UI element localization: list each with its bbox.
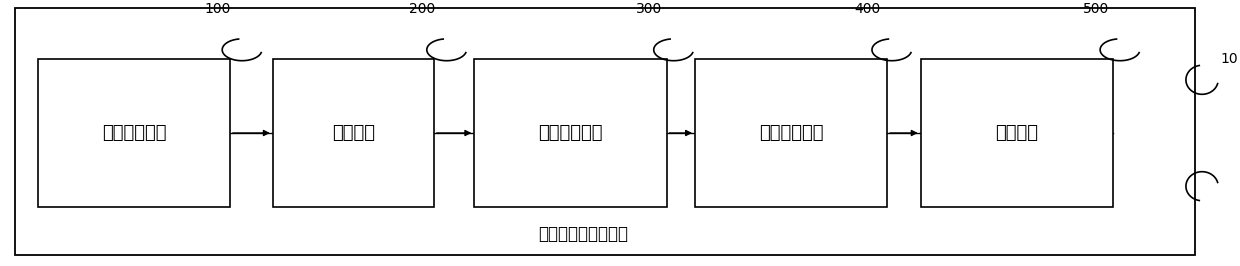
Text: 扭矩终点的检测装置: 扭矩终点的检测装置 — [538, 225, 627, 243]
Bar — [920, 59, 1114, 207]
Text: 200: 200 — [409, 2, 435, 16]
Text: 500: 500 — [1083, 2, 1109, 16]
Bar — [37, 59, 231, 207]
Text: 第三判断模块: 第三判断模块 — [759, 124, 823, 142]
Text: 10: 10 — [1220, 52, 1238, 65]
Text: 300: 300 — [636, 2, 662, 16]
Text: 第一判断模块: 第一判断模块 — [102, 124, 166, 142]
Text: 采集模块: 采集模块 — [332, 124, 374, 142]
Text: 400: 400 — [854, 2, 880, 16]
Bar — [474, 59, 667, 207]
Bar — [694, 59, 888, 207]
Text: 第二判断模块: 第二判断模块 — [538, 124, 603, 142]
Text: 控制模块: 控制模块 — [996, 124, 1038, 142]
Bar — [273, 59, 434, 207]
Text: 100: 100 — [205, 2, 231, 16]
